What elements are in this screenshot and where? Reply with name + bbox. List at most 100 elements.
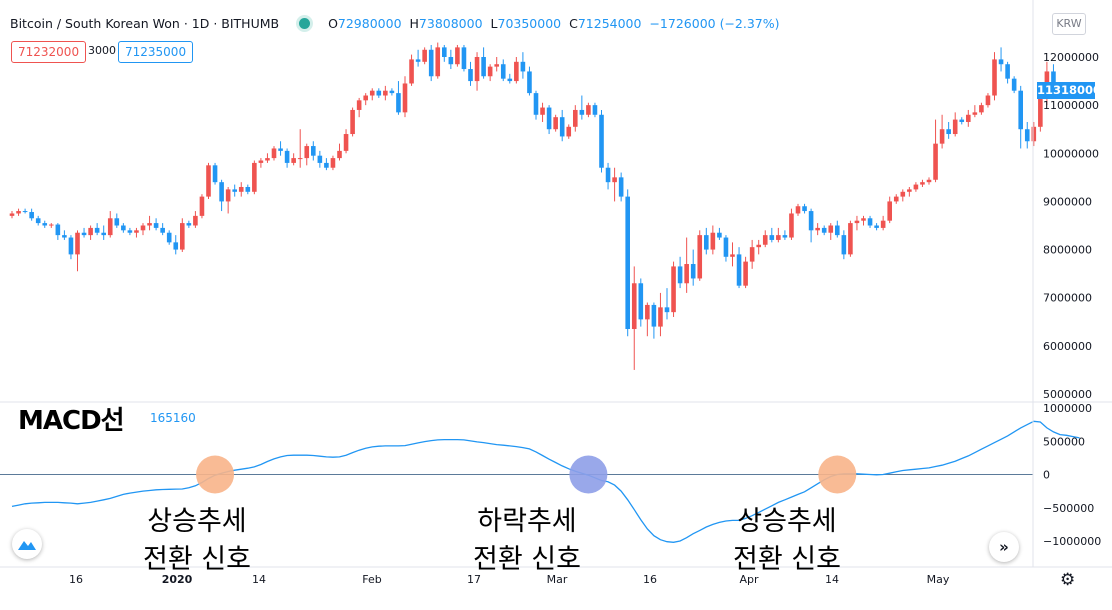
market-status-icon — [299, 18, 311, 29]
candle-body — [166, 232, 172, 243]
candle-body — [533, 93, 539, 115]
change-value: −1726000 (−2.37%) — [649, 16, 780, 31]
candle-body — [147, 223, 152, 226]
low-value: 70350000 — [497, 16, 562, 31]
candle-body — [893, 196, 899, 202]
symbol-title[interactable]: Bitcoin / South Korean Won · 1D · BITHUM… — [10, 16, 280, 31]
candle-body — [645, 304, 650, 320]
candle-body — [337, 150, 342, 159]
candle-body — [579, 109, 585, 115]
candle-body — [245, 186, 251, 192]
candle-body — [880, 220, 886, 228]
candle-body — [114, 218, 120, 226]
candle-body — [985, 95, 991, 106]
candle-body — [618, 177, 624, 197]
candle-body — [481, 57, 486, 77]
annotation-line1: 하락추세 — [477, 506, 577, 537]
candle-body — [330, 158, 336, 168]
candle-body — [625, 196, 630, 330]
price-tick-label: 6000000 — [1043, 340, 1092, 353]
candle-body — [1005, 64, 1010, 79]
candle-body — [848, 223, 853, 255]
candle-body — [717, 232, 722, 238]
candle-body — [49, 224, 54, 226]
candle-body — [343, 134, 349, 151]
candle-body — [29, 212, 34, 219]
candle-body — [854, 220, 860, 224]
candle-body — [704, 235, 709, 250]
candle-body — [808, 211, 814, 231]
candle-body — [16, 211, 21, 214]
candle-body — [979, 105, 984, 113]
scroll-to-realtime-button[interactable]: » — [989, 532, 1019, 562]
price-tick-label: 7000000 — [1043, 292, 1092, 305]
bearish-cross-marker — [569, 455, 608, 494]
candle-body — [186, 223, 192, 226]
candle-body — [35, 218, 41, 224]
time-tick-label: 14 — [825, 573, 839, 586]
candle-body — [199, 196, 205, 216]
annotation-line1: 상승추세 — [147, 506, 247, 537]
tradingview-logo-icon[interactable] — [12, 529, 42, 559]
candle-body — [153, 223, 159, 228]
close-label: C — [569, 16, 578, 31]
candle-body — [402, 83, 408, 113]
buy-price-button[interactable]: 71235000 — [118, 41, 194, 63]
price-tick-label: 8000000 — [1043, 244, 1092, 257]
candle-body — [861, 218, 866, 221]
candle-body — [835, 225, 840, 236]
candle-body — [297, 158, 303, 160]
candle-body — [81, 232, 87, 236]
candle-body — [933, 143, 938, 180]
sell-price-button[interactable]: 71232000 — [11, 41, 87, 63]
gear-icon[interactable]: ⚙ — [1060, 570, 1076, 590]
candle-body — [22, 211, 28, 213]
candle-body — [396, 93, 401, 113]
price-tick-label: 10000000 — [1043, 147, 1099, 160]
candle-body — [219, 182, 224, 202]
candle-body — [448, 57, 454, 65]
time-tick-label: 2020 — [162, 573, 193, 586]
candle-body — [874, 225, 879, 228]
bullish-cross-marker — [196, 455, 235, 494]
time-tick-label: May — [927, 573, 950, 586]
candle-body — [500, 64, 506, 79]
spread-value: 3000 — [88, 44, 116, 57]
candle-body — [271, 148, 277, 159]
price-tick-label: 5000000 — [1043, 388, 1092, 401]
candle-body — [363, 95, 368, 101]
candle-body — [566, 126, 572, 137]
candle-body — [383, 90, 388, 96]
candle-body — [736, 254, 742, 286]
candle-body — [1024, 129, 1030, 142]
candle-body — [88, 227, 93, 236]
candle-body — [599, 114, 604, 168]
candle-body — [546, 107, 552, 130]
macd-value: 165160 — [150, 411, 196, 425]
candle-body — [638, 283, 644, 320]
candle-body — [160, 227, 165, 233]
price-tick-label: 12000000 — [1043, 51, 1099, 64]
candle-body — [324, 162, 329, 168]
axes: 1200000011000000100000009000000800000070… — [0, 0, 1112, 586]
candle-body — [867, 218, 873, 226]
candle-body — [802, 206, 807, 212]
macd-tick-label: 500000 — [1043, 435, 1085, 448]
candle-body — [684, 264, 689, 284]
annotation-line2: 전환 신호 — [733, 544, 841, 575]
candle-body — [789, 213, 794, 238]
candle-body — [749, 247, 755, 262]
currency-button[interactable]: KRW — [1052, 13, 1086, 35]
open-value: 72980000 — [337, 16, 402, 31]
candle-body — [435, 47, 441, 77]
candle-body — [1018, 90, 1023, 130]
candle-body — [782, 235, 788, 238]
candle-body — [697, 235, 703, 279]
candle-body — [9, 213, 15, 216]
candle-body — [291, 158, 296, 163]
candle-body — [494, 64, 499, 67]
candle-body — [677, 266, 683, 284]
candle-body — [140, 225, 146, 231]
candle-body — [664, 307, 670, 313]
